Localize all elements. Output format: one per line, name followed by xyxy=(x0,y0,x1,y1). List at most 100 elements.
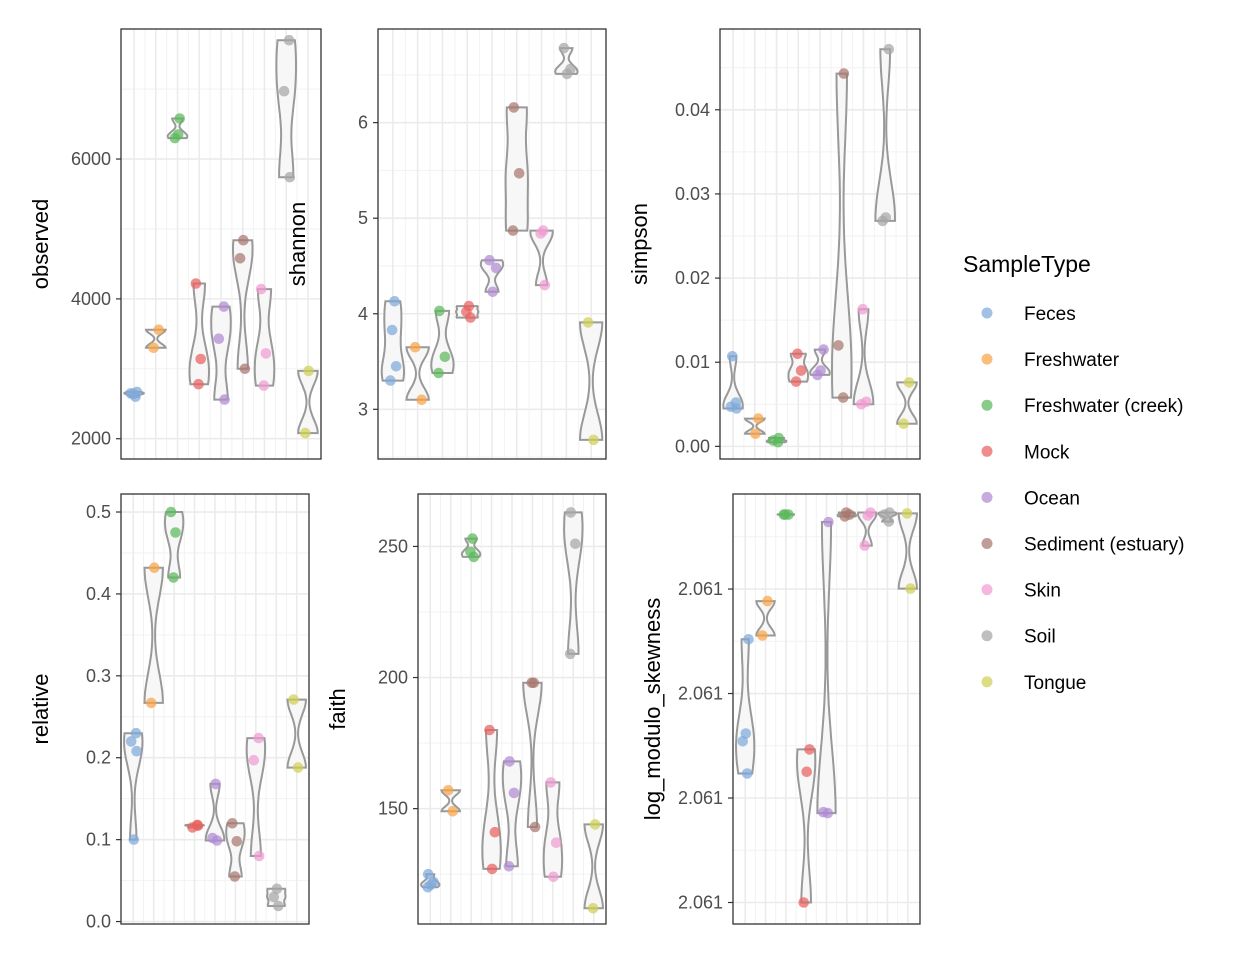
violin-soil xyxy=(874,48,897,222)
data-point xyxy=(231,836,243,847)
y-tick-label: 0.1 xyxy=(86,830,111,850)
data-point xyxy=(416,394,428,406)
y-tick-label: 250 xyxy=(378,536,408,556)
data-point xyxy=(125,736,137,747)
data-point xyxy=(801,766,812,778)
data-point xyxy=(165,506,177,518)
data-point xyxy=(792,348,803,360)
data-point xyxy=(727,351,738,362)
data-point xyxy=(822,807,834,819)
data-point xyxy=(433,367,444,379)
data-point xyxy=(507,225,519,236)
data-point xyxy=(839,511,851,522)
legend-key xyxy=(981,399,993,411)
legend-item: Skin xyxy=(981,581,1061,602)
data-point xyxy=(877,215,888,227)
data-point xyxy=(145,697,157,709)
violin-feces xyxy=(123,732,144,841)
data-point xyxy=(535,228,546,239)
data-point xyxy=(798,897,809,908)
data-point xyxy=(239,363,251,375)
violin-freshwater xyxy=(440,789,462,813)
data-point xyxy=(258,380,270,391)
y-tick-label: 0.4 xyxy=(86,584,111,604)
data-point xyxy=(465,312,476,323)
data-point xyxy=(442,785,454,796)
violin-skin xyxy=(529,229,554,287)
data-point xyxy=(545,777,557,788)
data-point xyxy=(303,365,314,377)
data-point xyxy=(288,694,299,705)
y-tick-label: 5 xyxy=(358,208,368,228)
panel-border xyxy=(377,28,607,460)
data-point xyxy=(757,630,768,641)
panel-border xyxy=(719,28,921,460)
panel-log_modulo_skewness: 2.061 2.061 2.061 2.061 log_modulo_skewness xyxy=(640,493,921,925)
data-point xyxy=(883,43,895,55)
data-point xyxy=(300,427,311,439)
panel-border xyxy=(120,493,310,925)
data-point xyxy=(731,403,742,414)
y-tick-label: 0.00 xyxy=(675,436,710,456)
y-tick-label: 2.061 xyxy=(678,684,723,704)
legend-item: Soil xyxy=(981,627,1056,648)
data-point xyxy=(284,171,296,183)
data-point xyxy=(795,365,807,376)
y-tick-label: 4 xyxy=(358,304,368,324)
data-point xyxy=(901,508,913,519)
panel-border xyxy=(732,493,921,925)
data-point xyxy=(905,583,916,594)
data-point xyxy=(837,392,849,403)
data-point xyxy=(589,819,601,830)
y-tick-label: 150 xyxy=(378,799,408,819)
data-point xyxy=(772,436,784,448)
data-point xyxy=(253,850,265,862)
y-axis-title: simpson xyxy=(627,203,652,285)
legend-label: Soil xyxy=(1024,627,1056,648)
data-point xyxy=(248,754,260,766)
data-point xyxy=(508,102,520,113)
data-point xyxy=(174,113,185,124)
data-point xyxy=(490,262,502,274)
y-tick-label: 0.01 xyxy=(675,352,710,372)
legend-key xyxy=(981,584,993,596)
data-point xyxy=(148,342,159,354)
violin-tongue xyxy=(578,321,604,441)
violin-skin xyxy=(856,511,878,547)
y-tick-label: 6 xyxy=(358,113,368,133)
y-tick-label: 0.2 xyxy=(86,748,111,768)
legend-label: Freshwater (creek) xyxy=(1024,396,1183,417)
data-point xyxy=(409,341,421,353)
data-point xyxy=(489,826,501,838)
legend-label: Skin xyxy=(1024,581,1061,602)
violin-ocean xyxy=(501,760,523,868)
data-point xyxy=(219,394,230,405)
data-point xyxy=(812,369,823,381)
data-point xyxy=(434,305,445,317)
data-point xyxy=(390,361,402,372)
y-tick-label: 0.3 xyxy=(86,666,111,686)
data-point xyxy=(273,900,284,912)
data-point xyxy=(389,296,400,307)
data-point xyxy=(439,351,451,363)
data-point xyxy=(170,527,181,538)
legend-key xyxy=(981,676,993,688)
data-point xyxy=(898,418,909,430)
data-point xyxy=(856,399,867,410)
data-point xyxy=(503,861,515,872)
y-tick-label: 0.0 xyxy=(86,912,111,932)
data-point xyxy=(467,533,478,544)
data-point xyxy=(447,806,459,817)
data-point xyxy=(513,168,525,179)
violin-tongue xyxy=(897,512,919,590)
data-point xyxy=(565,507,577,518)
data-point xyxy=(484,724,495,736)
violin-sediment-estuary xyxy=(830,72,853,399)
violin-tongue xyxy=(297,369,319,435)
violin-feces xyxy=(380,300,405,382)
legend-key xyxy=(981,538,993,549)
panel-faith: 150 200 250 faith xyxy=(325,493,607,925)
data-point xyxy=(422,868,434,880)
legend-item: Ocean xyxy=(981,488,1080,509)
data-point xyxy=(193,378,204,390)
